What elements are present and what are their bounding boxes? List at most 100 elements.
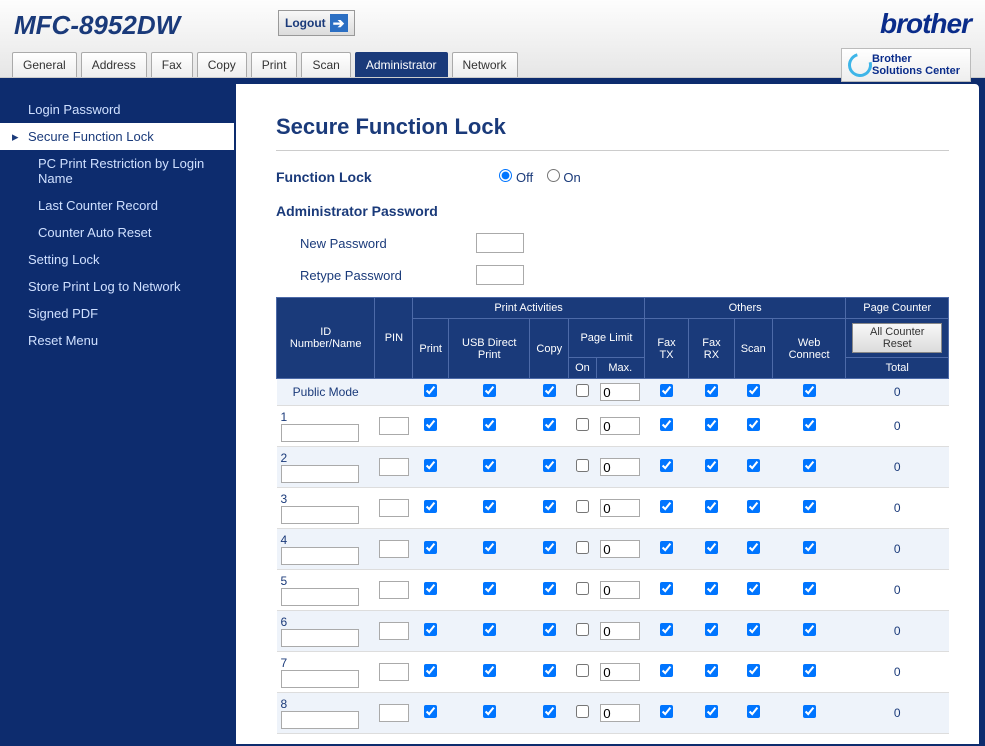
tab-network[interactable]: Network — [452, 52, 518, 77]
faxrx-checkbox[interactable] — [705, 705, 718, 718]
web-checkbox[interactable] — [803, 418, 816, 431]
usb-checkbox[interactable] — [483, 623, 496, 636]
id-name-input[interactable] — [281, 506, 359, 524]
web-checkbox[interactable] — [803, 664, 816, 677]
scan-checkbox[interactable] — [747, 418, 760, 431]
web-checkbox[interactable] — [803, 500, 816, 513]
tab-general[interactable]: General — [12, 52, 77, 77]
faxtx-checkbox[interactable] — [660, 418, 673, 431]
web-checkbox[interactable] — [803, 459, 816, 472]
all-counter-reset-button[interactable]: All Counter Reset — [852, 323, 942, 353]
copy-checkbox[interactable] — [543, 705, 556, 718]
web-checkbox[interactable] — [803, 541, 816, 554]
usb-checkbox[interactable] — [483, 582, 496, 595]
faxrx-checkbox[interactable] — [705, 500, 718, 513]
max-input[interactable] — [600, 458, 640, 476]
scan-checkbox[interactable] — [747, 459, 760, 472]
limit-on-checkbox[interactable] — [576, 500, 589, 513]
sidebar-item[interactable]: Last Counter Record — [0, 192, 234, 219]
pin-input[interactable] — [379, 417, 409, 435]
sidebar-item[interactable]: Login Password — [0, 96, 234, 123]
tab-address[interactable]: Address — [81, 52, 147, 77]
max-input[interactable] — [600, 499, 640, 517]
pin-input[interactable] — [379, 458, 409, 476]
new-password-input[interactable] — [476, 233, 524, 253]
faxtx-checkbox[interactable] — [660, 459, 673, 472]
pin-input[interactable] — [379, 499, 409, 517]
faxrx-checkbox[interactable] — [705, 623, 718, 636]
copy-checkbox[interactable] — [543, 384, 556, 397]
usb-checkbox[interactable] — [483, 384, 496, 397]
max-input[interactable] — [600, 581, 640, 599]
web-checkbox[interactable] — [803, 623, 816, 636]
function-lock-on-radio[interactable] — [547, 169, 560, 182]
limit-on-checkbox[interactable] — [576, 384, 589, 397]
max-input[interactable] — [600, 663, 640, 681]
usb-checkbox[interactable] — [483, 459, 496, 472]
pin-input[interactable] — [379, 622, 409, 640]
usb-checkbox[interactable] — [483, 705, 496, 718]
max-input[interactable] — [600, 622, 640, 640]
print-checkbox[interactable] — [424, 418, 437, 431]
sidebar-item[interactable]: PC Print Restriction by Login Name — [0, 150, 234, 192]
copy-checkbox[interactable] — [543, 541, 556, 554]
id-name-input[interactable] — [281, 670, 359, 688]
faxtx-checkbox[interactable] — [660, 623, 673, 636]
scan-checkbox[interactable] — [747, 705, 760, 718]
max-input[interactable] — [600, 417, 640, 435]
print-checkbox[interactable] — [424, 705, 437, 718]
web-checkbox[interactable] — [803, 582, 816, 595]
print-checkbox[interactable] — [424, 384, 437, 397]
faxrx-checkbox[interactable] — [705, 418, 718, 431]
tab-fax[interactable]: Fax — [151, 52, 193, 77]
web-checkbox[interactable] — [803, 384, 816, 397]
print-checkbox[interactable] — [424, 541, 437, 554]
function-lock-off-option[interactable]: Off — [499, 170, 536, 185]
limit-on-checkbox[interactable] — [576, 418, 589, 431]
copy-checkbox[interactable] — [543, 664, 556, 677]
faxtx-checkbox[interactable] — [660, 541, 673, 554]
max-input[interactable] — [600, 540, 640, 558]
pin-input[interactable] — [379, 704, 409, 722]
scan-checkbox[interactable] — [747, 500, 760, 513]
function-lock-on-option[interactable]: On — [547, 170, 581, 185]
faxtx-checkbox[interactable] — [660, 384, 673, 397]
usb-checkbox[interactable] — [483, 541, 496, 554]
print-checkbox[interactable] — [424, 582, 437, 595]
retype-password-input[interactable] — [476, 265, 524, 285]
id-name-input[interactable] — [281, 588, 359, 606]
id-name-input[interactable] — [281, 465, 359, 483]
usb-checkbox[interactable] — [483, 418, 496, 431]
tab-print[interactable]: Print — [251, 52, 298, 77]
scan-checkbox[interactable] — [747, 582, 760, 595]
sidebar-item[interactable]: Counter Auto Reset — [0, 219, 234, 246]
web-checkbox[interactable] — [803, 705, 816, 718]
sidebar-item[interactable]: Store Print Log to Network — [0, 273, 234, 300]
faxrx-checkbox[interactable] — [705, 384, 718, 397]
id-name-input[interactable] — [281, 424, 359, 442]
usb-checkbox[interactable] — [483, 500, 496, 513]
copy-checkbox[interactable] — [543, 459, 556, 472]
tab-copy[interactable]: Copy — [197, 52, 247, 77]
limit-on-checkbox[interactable] — [576, 664, 589, 677]
copy-checkbox[interactable] — [543, 500, 556, 513]
tab-scan[interactable]: Scan — [301, 52, 350, 77]
faxrx-checkbox[interactable] — [705, 459, 718, 472]
id-name-input[interactable] — [281, 711, 359, 729]
print-checkbox[interactable] — [424, 623, 437, 636]
scan-checkbox[interactable] — [747, 384, 760, 397]
faxrx-checkbox[interactable] — [705, 582, 718, 595]
function-lock-off-radio[interactable] — [499, 169, 512, 182]
limit-on-checkbox[interactable] — [576, 705, 589, 718]
usb-checkbox[interactable] — [483, 664, 496, 677]
sidebar-item[interactable]: Secure Function Lock — [0, 123, 234, 150]
max-input[interactable] — [600, 383, 640, 401]
max-input[interactable] — [600, 704, 640, 722]
scan-checkbox[interactable] — [747, 541, 760, 554]
limit-on-checkbox[interactable] — [576, 582, 589, 595]
faxtx-checkbox[interactable] — [660, 664, 673, 677]
logout-button[interactable]: Logout ➔ — [278, 10, 355, 36]
sidebar-item[interactable]: Signed PDF — [0, 300, 234, 327]
id-name-input[interactable] — [281, 629, 359, 647]
faxrx-checkbox[interactable] — [705, 541, 718, 554]
